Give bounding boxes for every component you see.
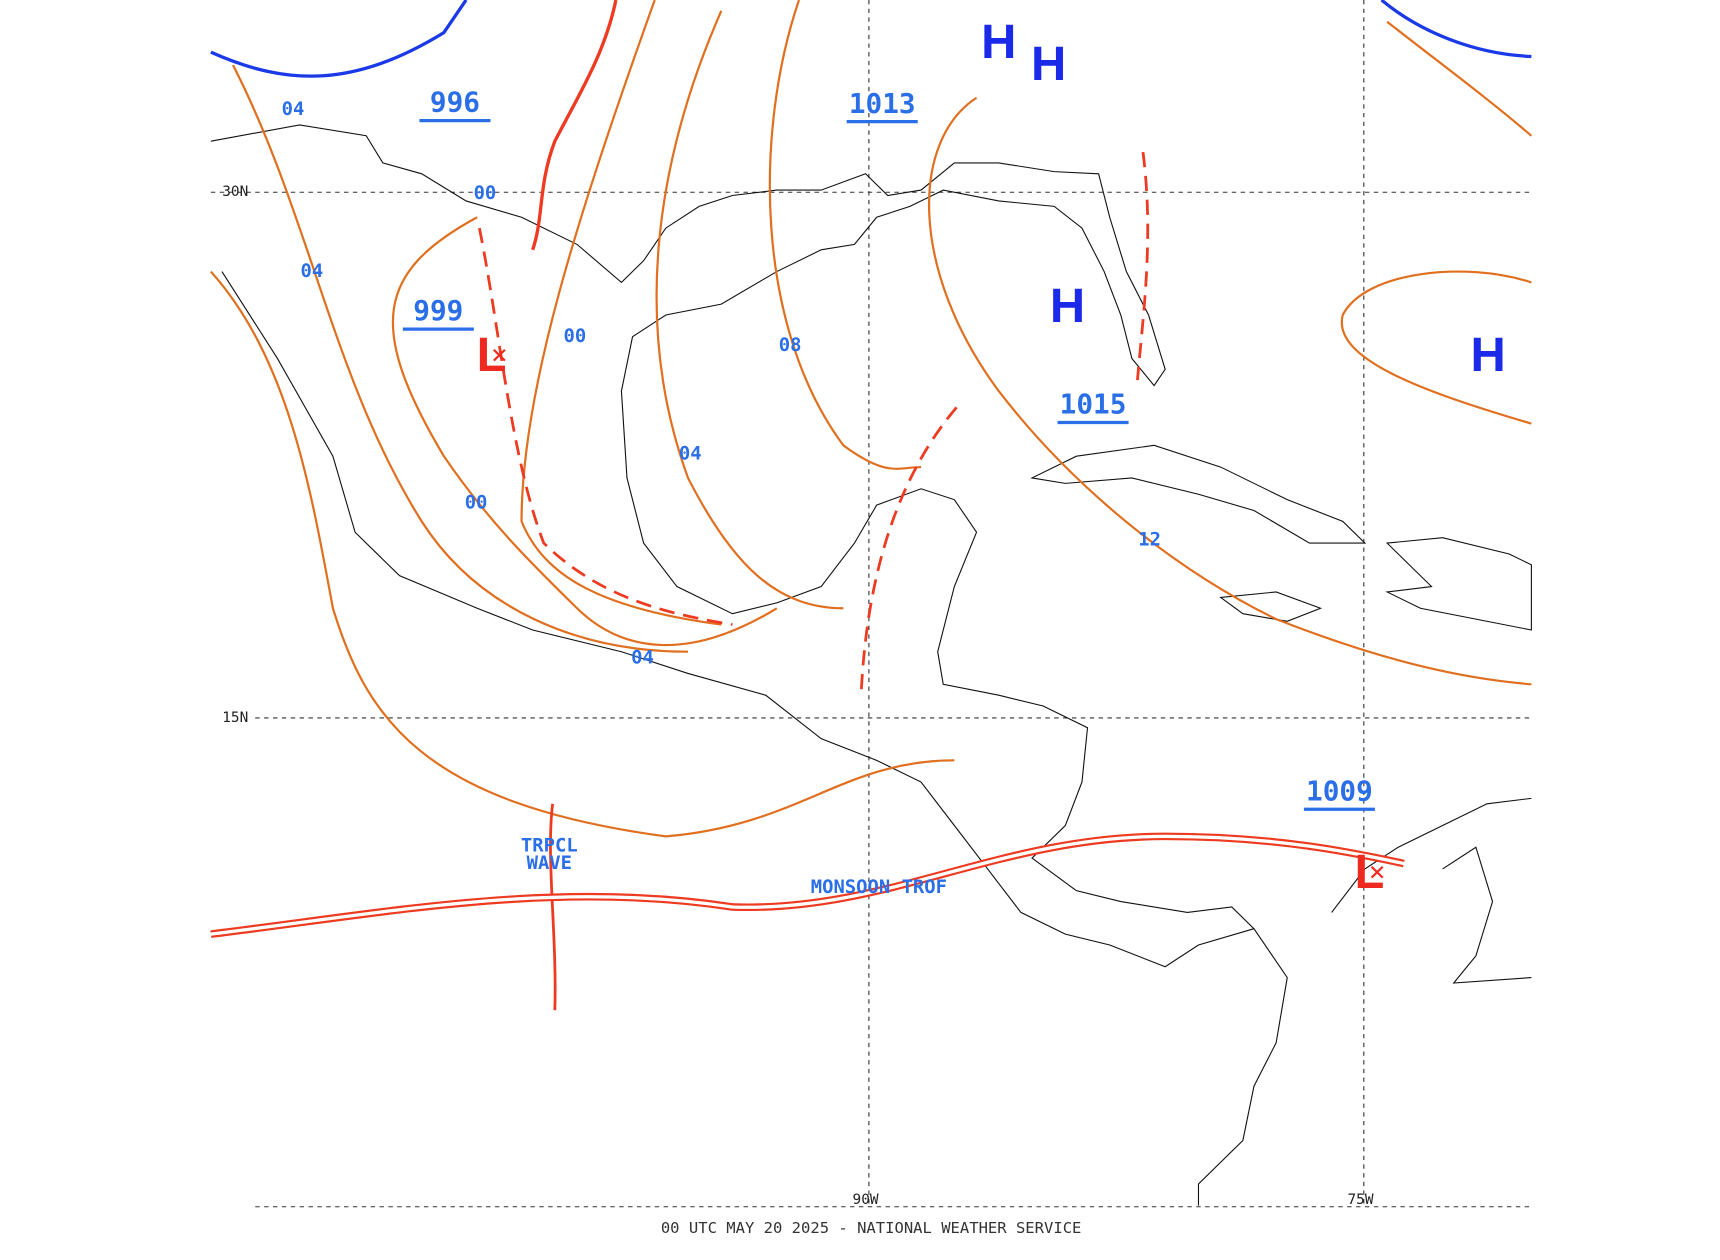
isobar: [1386, 20, 1533, 137]
trough: [859, 406, 958, 696]
isobar: [768, 0, 922, 470]
tropical-wave-label: TRPCL: [521, 836, 578, 857]
pressure-label: 999: [413, 297, 463, 328]
high-center: H: [981, 16, 1016, 69]
grid-label: 90W: [853, 1192, 879, 1208]
pressure-label: 1009: [1306, 777, 1373, 808]
coastline: [1385, 537, 1532, 631]
occluded-front: [531, 0, 618, 251]
monsoon-trough: [210, 832, 1405, 938]
isobar: [232, 64, 689, 653]
pressure-label: 996: [430, 88, 480, 119]
isobar: [1340, 270, 1532, 425]
coastline: [1219, 591, 1323, 622]
cold-front: [210, 0, 468, 78]
low-center: L: [477, 329, 507, 382]
isobar-label: 00: [465, 493, 488, 514]
monsoon-trough: [210, 834, 1405, 936]
isobar-label: 00: [563, 326, 586, 347]
monsoon-trough-label: MONSOON TROF: [811, 877, 947, 898]
isobar: [210, 270, 955, 838]
footer: 00 UTC MAY 20 2025 - NATIONAL WEATHER SE…: [661, 1219, 1082, 1237]
coastline: [1197, 797, 1532, 1206]
coastline: [1030, 444, 1367, 544]
grid-label: 15N: [222, 710, 248, 726]
grid-label: 30N: [222, 184, 248, 200]
low-marker: [493, 348, 506, 362]
low-marker: [1370, 866, 1384, 879]
isobar-label: 04: [300, 261, 323, 282]
isobar-label: 12: [1138, 529, 1161, 550]
low-center: L: [1354, 846, 1384, 899]
isobar-label: 00: [474, 183, 497, 204]
high-center: H: [1050, 280, 1085, 333]
tropical-wave: [549, 803, 557, 1011]
isobar: [520, 0, 722, 626]
trough: [478, 227, 733, 626]
trough: [1136, 151, 1150, 381]
high-center: H: [1470, 329, 1505, 382]
isobar: [927, 96, 1532, 686]
isobar-label: 04: [282, 99, 305, 120]
isobar-label: 04: [631, 648, 654, 669]
pressure-label: 1015: [1060, 390, 1127, 421]
high-center: H: [1031, 37, 1066, 90]
grid-label: 75W: [1347, 1192, 1373, 1208]
cold-front: [1380, 0, 1532, 59]
pressure-label: 1013: [849, 89, 916, 120]
coastline: [210, 124, 1256, 968]
tropical-wave-label: WAVE: [527, 853, 572, 874]
isobar-label: 04: [679, 444, 702, 465]
isobar: [391, 216, 778, 647]
isobar: [655, 10, 844, 610]
isobar-label: 08: [779, 335, 802, 356]
